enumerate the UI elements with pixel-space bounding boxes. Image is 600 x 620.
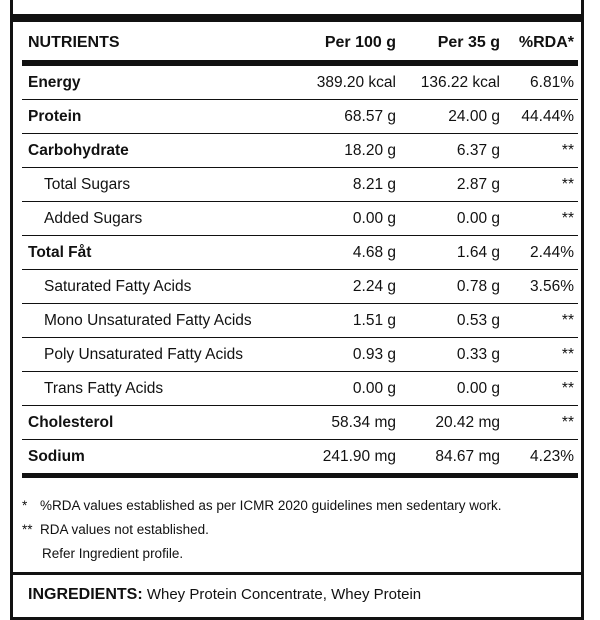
footnotes: * %RDA values established as per ICMR 20… bbox=[22, 494, 578, 566]
value-per-100g: 68.57 g bbox=[278, 99, 400, 134]
value-per-35g: 84.67 mg bbox=[400, 439, 504, 478]
ingredients-text: Whey Protein Concentrate, Whey Protein bbox=[146, 586, 422, 603]
value-rda: 44.44% bbox=[504, 99, 578, 134]
value-per-100g: 58.34 mg bbox=[278, 405, 400, 440]
value-per-35g: 0.00 g bbox=[400, 201, 504, 236]
nutrient-name: Sodium bbox=[22, 439, 278, 478]
nutrient-name: Saturated Fatty Acids bbox=[22, 269, 278, 304]
footnote-refer-ingredient: Refer Ingredient profile. bbox=[22, 542, 578, 566]
table-header-row: NUTRIENTS Per 100 g Per 35 g %RDA* bbox=[22, 26, 578, 63]
value-per-35g: 24.00 g bbox=[400, 99, 504, 134]
nutrient-name: Protein bbox=[22, 99, 278, 134]
value-per-100g: 389.20 kcal bbox=[278, 63, 400, 100]
table-row: Saturated Fatty Acids 2.24 g 0.78 g 3.56… bbox=[22, 269, 578, 304]
nutrient-name: Trans Fatty Acids bbox=[22, 371, 278, 406]
value-rda: 3.56% bbox=[504, 269, 578, 304]
value-per-35g: 2.87 g bbox=[400, 167, 504, 202]
footnote-mark: ** bbox=[22, 522, 33, 537]
value-per-35g: 20.42 mg bbox=[400, 405, 504, 440]
top-rule bbox=[10, 14, 584, 22]
value-rda: 2.44% bbox=[504, 235, 578, 270]
table-row: Poly Unsaturated Fatty Acids 0.93 g 0.33… bbox=[22, 337, 578, 372]
header-per-100g: Per 100 g bbox=[324, 34, 396, 51]
table-row: Energy 389.20 kcal 136.22 kcal 6.81% bbox=[22, 63, 578, 100]
value-per-35g: 136.22 kcal bbox=[400, 63, 504, 100]
value-rda: 6.81% bbox=[504, 63, 578, 100]
table-row: Total Fåt 4.68 g 1.64 g 2.44% bbox=[22, 235, 578, 270]
table-row: Cholesterol 58.34 mg 20.42 mg ** bbox=[22, 405, 578, 440]
value-per-100g: 0.00 g bbox=[278, 201, 400, 236]
nutrient-name: Total Fåt bbox=[22, 235, 278, 270]
table-row: Protein 68.57 g 24.00 g 44.44% bbox=[22, 99, 578, 134]
nutrient-name: Total Sugars bbox=[22, 167, 278, 202]
value-per-100g: 18.20 g bbox=[278, 133, 400, 168]
header-rda: %RDA* bbox=[518, 34, 574, 51]
nutrient-name: Carbohydrate bbox=[22, 133, 278, 168]
footnote-text: Refer Ingredient profile. bbox=[42, 546, 184, 561]
nutrient-name: Poly Unsaturated Fatty Acids bbox=[22, 337, 278, 372]
value-rda: ** bbox=[504, 371, 578, 406]
table-row: Trans Fatty Acids 0.00 g 0.00 g ** bbox=[22, 371, 578, 406]
table-row: Carbohydrate 18.20 g 6.37 g ** bbox=[22, 133, 578, 168]
value-per-100g: 8.21 g bbox=[278, 167, 400, 202]
value-per-100g: 0.93 g bbox=[278, 337, 400, 372]
ingredients-divider bbox=[10, 572, 584, 575]
value-rda: ** bbox=[504, 405, 578, 440]
footnote-rda-basis: * %RDA values established as per ICMR 20… bbox=[22, 494, 578, 518]
value-per-100g: 241.90 mg bbox=[278, 439, 400, 478]
value-per-35g: 1.64 g bbox=[400, 235, 504, 270]
nutrient-name: Energy bbox=[22, 63, 278, 100]
value-per-100g: 4.68 g bbox=[278, 235, 400, 270]
footnote-text: %RDA values established as per ICMR 2020… bbox=[40, 498, 502, 513]
nutrition-table: NUTRIENTS Per 100 g Per 35 g %RDA* Energ… bbox=[22, 26, 578, 478]
header-nutrients: NUTRIENTS bbox=[28, 34, 120, 51]
nutrient-name: Cholesterol bbox=[22, 405, 278, 440]
table-row: Sodium 241.90 mg 84.67 mg 4.23% bbox=[22, 439, 578, 478]
value-per-35g: 0.33 g bbox=[400, 337, 504, 372]
value-per-35g: 6.37 g bbox=[400, 133, 504, 168]
ingredients-label: INGREDIENTS: bbox=[28, 586, 143, 603]
value-per-100g: 2.24 g bbox=[278, 269, 400, 304]
header-per-35g: Per 35 g bbox=[437, 34, 500, 51]
value-rda: ** bbox=[504, 201, 578, 236]
table-row: Mono Unsaturated Fatty Acids 1.51 g 0.53… bbox=[22, 303, 578, 338]
value-per-100g: 1.51 g bbox=[278, 303, 400, 338]
value-rda: ** bbox=[504, 133, 578, 168]
value-per-100g: 0.00 g bbox=[278, 371, 400, 406]
footnote-text: RDA values not established. bbox=[40, 522, 209, 537]
table-row: Total Sugars 8.21 g 2.87 g ** bbox=[22, 167, 578, 202]
value-per-35g: 0.00 g bbox=[400, 371, 504, 406]
value-rda: 4.23% bbox=[504, 439, 578, 478]
value-rda: ** bbox=[504, 303, 578, 338]
value-rda: ** bbox=[504, 337, 578, 372]
table-row: Added Sugars 0.00 g 0.00 g ** bbox=[22, 201, 578, 236]
footnote-mark: * bbox=[22, 498, 28, 513]
ingredients-line: INGREDIENTS: Whey Protein Concentrate, W… bbox=[28, 586, 568, 604]
value-per-35g: 0.78 g bbox=[400, 269, 504, 304]
nutrient-name: Mono Unsaturated Fatty Acids bbox=[22, 303, 278, 338]
value-rda: ** bbox=[504, 167, 578, 202]
footnote-rda-not-established: ** RDA values not established. bbox=[22, 518, 578, 542]
nutrient-name: Added Sugars bbox=[22, 201, 278, 236]
value-per-35g: 0.53 g bbox=[400, 303, 504, 338]
